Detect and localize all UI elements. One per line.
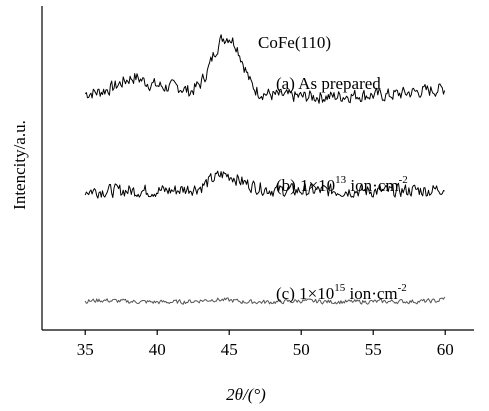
plot-frame [41, 6, 474, 331]
series-b-label-unit: ion·cm [346, 176, 398, 195]
series-c-label: (c) 1×1015 ion·cm-2 [276, 282, 407, 303]
x-tick-label-35: 35 [77, 340, 94, 359]
x-tick-label-60: 60 [437, 340, 454, 359]
x-tick-label-50: 50 [293, 340, 310, 359]
x-tick-label-55: 55 [365, 340, 382, 359]
y-axis-title: Intencity/a.u. [10, 120, 29, 210]
x-tick-label-45: 45 [221, 340, 238, 359]
x-axis-ticks: 35 40 45 50 55 60 [77, 330, 454, 359]
series-a-line [84, 34, 446, 104]
series-b-line [84, 170, 445, 199]
peak-annotation: CoFe(110) [258, 33, 331, 52]
series-c-line [84, 296, 446, 305]
series-b-label-exp: 13 [335, 174, 347, 186]
series-c-label-main: (c) 1×10 [276, 284, 334, 303]
series-layer [84, 34, 446, 305]
series-c-label-unit: ion·cm [345, 284, 397, 303]
x-axis-title: 2θ/(°) [226, 385, 266, 404]
series-b-label: (b) 1×1013 ion·cm-2 [276, 174, 408, 195]
series-b-label-main: (b) 1×10 [276, 176, 335, 195]
x-tick-label-40: 40 [149, 340, 166, 359]
series-b-label-unit-exp: -2 [399, 174, 408, 186]
series-c-label-exp: 15 [334, 282, 346, 294]
series-c-label-unit-exp: -2 [398, 282, 407, 294]
series-a-label: (a) As prepared [276, 74, 381, 93]
